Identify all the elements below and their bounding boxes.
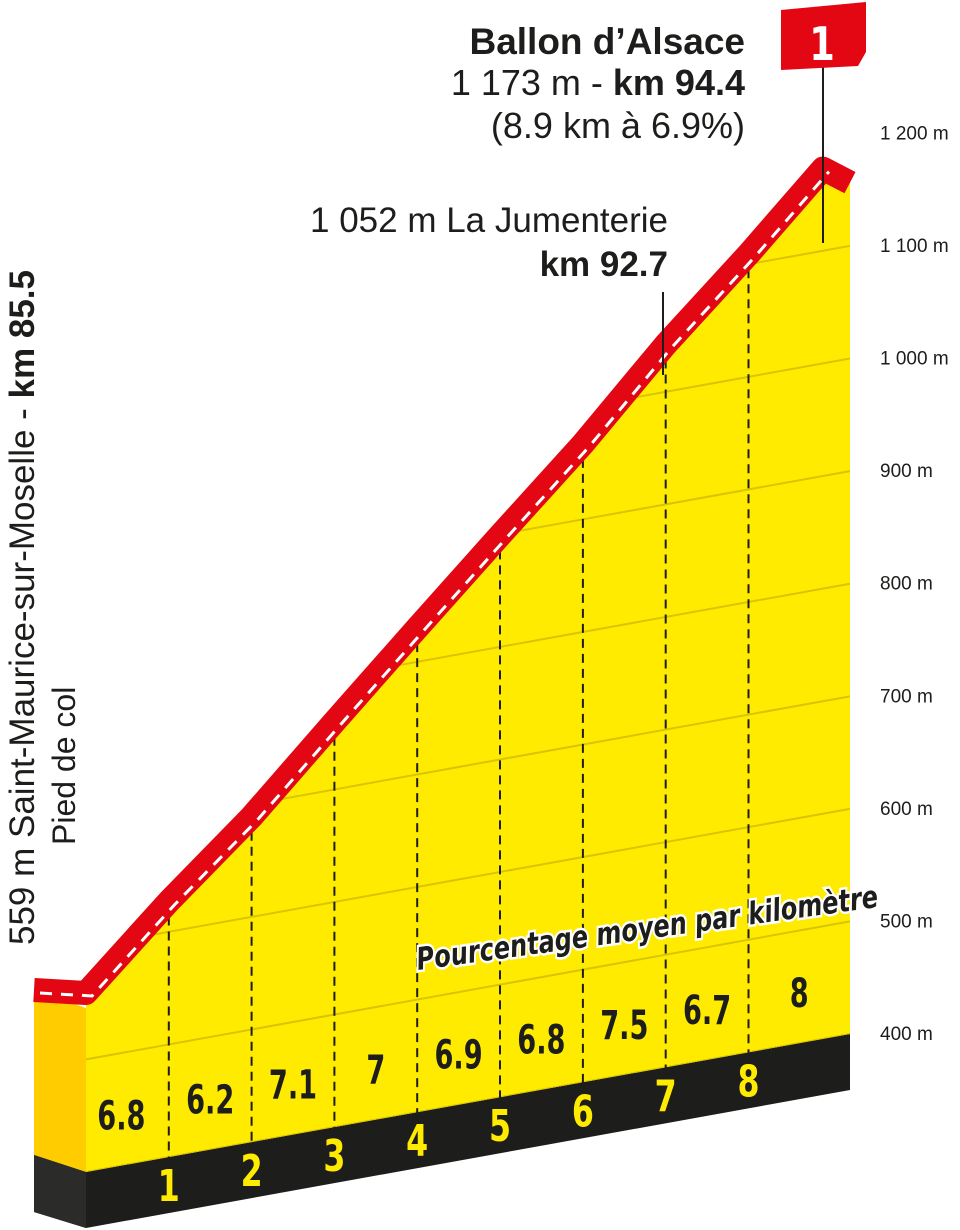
base-band xyxy=(34,1034,850,1228)
km-marker: 7 xyxy=(655,1071,677,1123)
waypoint-km: km 92.7 xyxy=(540,245,668,284)
y-tick-label: 700 m xyxy=(880,686,933,707)
road-centerline xyxy=(39,170,831,998)
grid-line xyxy=(86,920,850,1061)
summit-altitude-line: 1 173 m - km 94.4 xyxy=(451,62,745,103)
summit-km: km 94.4 xyxy=(613,62,745,103)
start-place: 559 m Saint-Maurice-sur-Moselle - xyxy=(3,398,42,945)
gradient-value: 7 xyxy=(366,1047,385,1094)
gradient-value: 6.2 xyxy=(186,1077,234,1124)
km-marker: 1 xyxy=(158,1161,180,1213)
km-marker: 4 xyxy=(406,1116,428,1168)
profile-area xyxy=(86,168,850,1173)
y-tick-label: 900 m xyxy=(880,461,933,482)
gradient-value: 7.5 xyxy=(600,1003,648,1050)
road-band xyxy=(33,156,856,1005)
start-subtitle: Pied de col xyxy=(46,687,82,845)
summit-flag xyxy=(781,2,866,70)
gradient-value: 8 xyxy=(790,971,809,1018)
y-tick-label: 1 100 m xyxy=(880,236,949,257)
y-tick-label: 600 m xyxy=(880,799,933,820)
km-marker: 5 xyxy=(489,1101,511,1153)
start-label: 559 m Saint-Maurice-sur-Moselle - km 85.… xyxy=(3,270,42,945)
gradient-value: 6.8 xyxy=(517,1017,565,1064)
start-km: km 85.5 xyxy=(3,270,42,398)
y-tick-label: 1 000 m xyxy=(880,349,949,370)
base-band-front xyxy=(34,1155,86,1228)
km-marker: 3 xyxy=(323,1131,345,1183)
gradient-value: 7.1 xyxy=(269,1062,317,1109)
km-marker: 2 xyxy=(241,1146,263,1198)
summit-climb-stats: (8.9 km à 6.9%) xyxy=(491,105,745,146)
summit-name: Ballon d’Alsace xyxy=(469,21,745,62)
gradient-value: 6.8 xyxy=(97,1093,145,1140)
km-marker: 8 xyxy=(737,1056,759,1108)
profile-front-face xyxy=(34,990,86,1172)
km-marker: 6 xyxy=(572,1086,594,1138)
y-tick-label: 500 m xyxy=(880,911,933,932)
waypoint-name: 1 052 m La Jumenterie xyxy=(310,201,668,240)
y-tick-label: 400 m xyxy=(880,1024,933,1045)
gradient-value: 6.9 xyxy=(435,1032,483,1079)
grid-line xyxy=(86,807,850,948)
summit-altitude: 1 173 m - xyxy=(451,62,613,103)
gradient-value: 6.7 xyxy=(683,988,731,1035)
y-tick-label: 1 200 m xyxy=(880,123,949,144)
summit-category: 1 xyxy=(809,17,835,71)
y-tick-label: 800 m xyxy=(880,574,933,595)
